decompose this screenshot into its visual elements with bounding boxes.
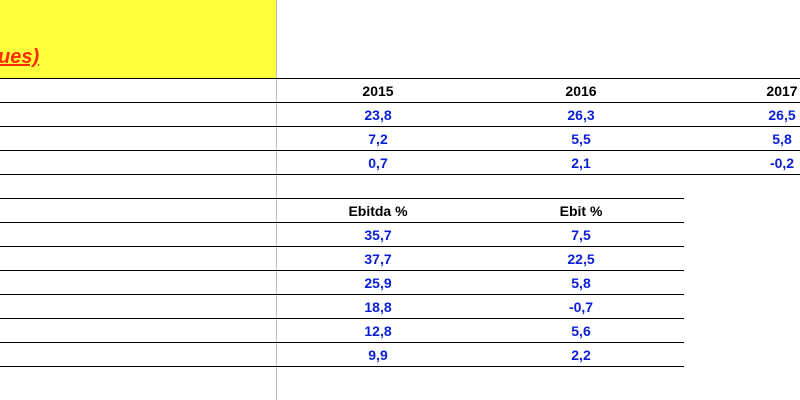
row-border xyxy=(0,198,684,199)
table-cell[interactable]: 2,2 xyxy=(571,347,591,363)
ebit-header[interactable]: Ebit % xyxy=(559,203,603,219)
year-header-2015[interactable]: 2015 xyxy=(362,83,394,99)
table-cell[interactable]: 9,9 xyxy=(368,347,388,363)
row-border xyxy=(0,270,684,271)
table-cell[interactable]: 25,9 xyxy=(364,275,392,291)
table-cell[interactable]: -0,7 xyxy=(568,299,594,315)
table-cell[interactable]: 26,5 xyxy=(768,107,796,123)
table-cell[interactable]: 2,1 xyxy=(571,155,591,171)
ebitda-header[interactable]: Ebitda % xyxy=(348,203,408,219)
table-cell[interactable]: 23,8 xyxy=(364,107,392,123)
year-header-2017[interactable]: 2017 xyxy=(766,83,798,99)
table-cell[interactable]: 7,2 xyxy=(368,131,388,147)
table-cell[interactable]: 35,7 xyxy=(364,227,392,243)
table-cell[interactable]: 18,8 xyxy=(364,299,392,315)
table-cell[interactable]: -0,2 xyxy=(769,155,795,171)
row-border xyxy=(0,102,800,103)
table-cell[interactable]: 37,7 xyxy=(364,251,392,267)
row-border xyxy=(0,342,684,343)
table-cell[interactable]: 5,6 xyxy=(571,323,591,339)
row-border xyxy=(0,174,800,175)
row-border xyxy=(0,366,684,367)
row-border xyxy=(0,150,800,151)
year-header-2016[interactable]: 2016 xyxy=(565,83,597,99)
table-cell[interactable]: 7,5 xyxy=(571,227,591,243)
table-cell[interactable]: 12,8 xyxy=(364,323,392,339)
table-cell[interactable]: 22,5 xyxy=(567,251,595,267)
column-divider xyxy=(276,0,277,400)
title-cell[interactable]: ues) xyxy=(0,0,276,78)
sheet-title: ues) xyxy=(0,46,40,68)
row-border xyxy=(0,78,800,79)
table-cell[interactable]: 5,8 xyxy=(571,275,591,291)
table-cell[interactable]: 5,5 xyxy=(571,131,591,147)
table-cell[interactable]: 26,3 xyxy=(567,107,595,123)
row-border xyxy=(0,246,684,247)
row-border xyxy=(0,126,800,127)
row-border xyxy=(0,294,684,295)
table-cell[interactable]: 5,8 xyxy=(772,131,792,147)
row-border xyxy=(0,222,684,223)
table-cell[interactable]: 0,7 xyxy=(368,155,388,171)
row-border xyxy=(0,318,684,319)
